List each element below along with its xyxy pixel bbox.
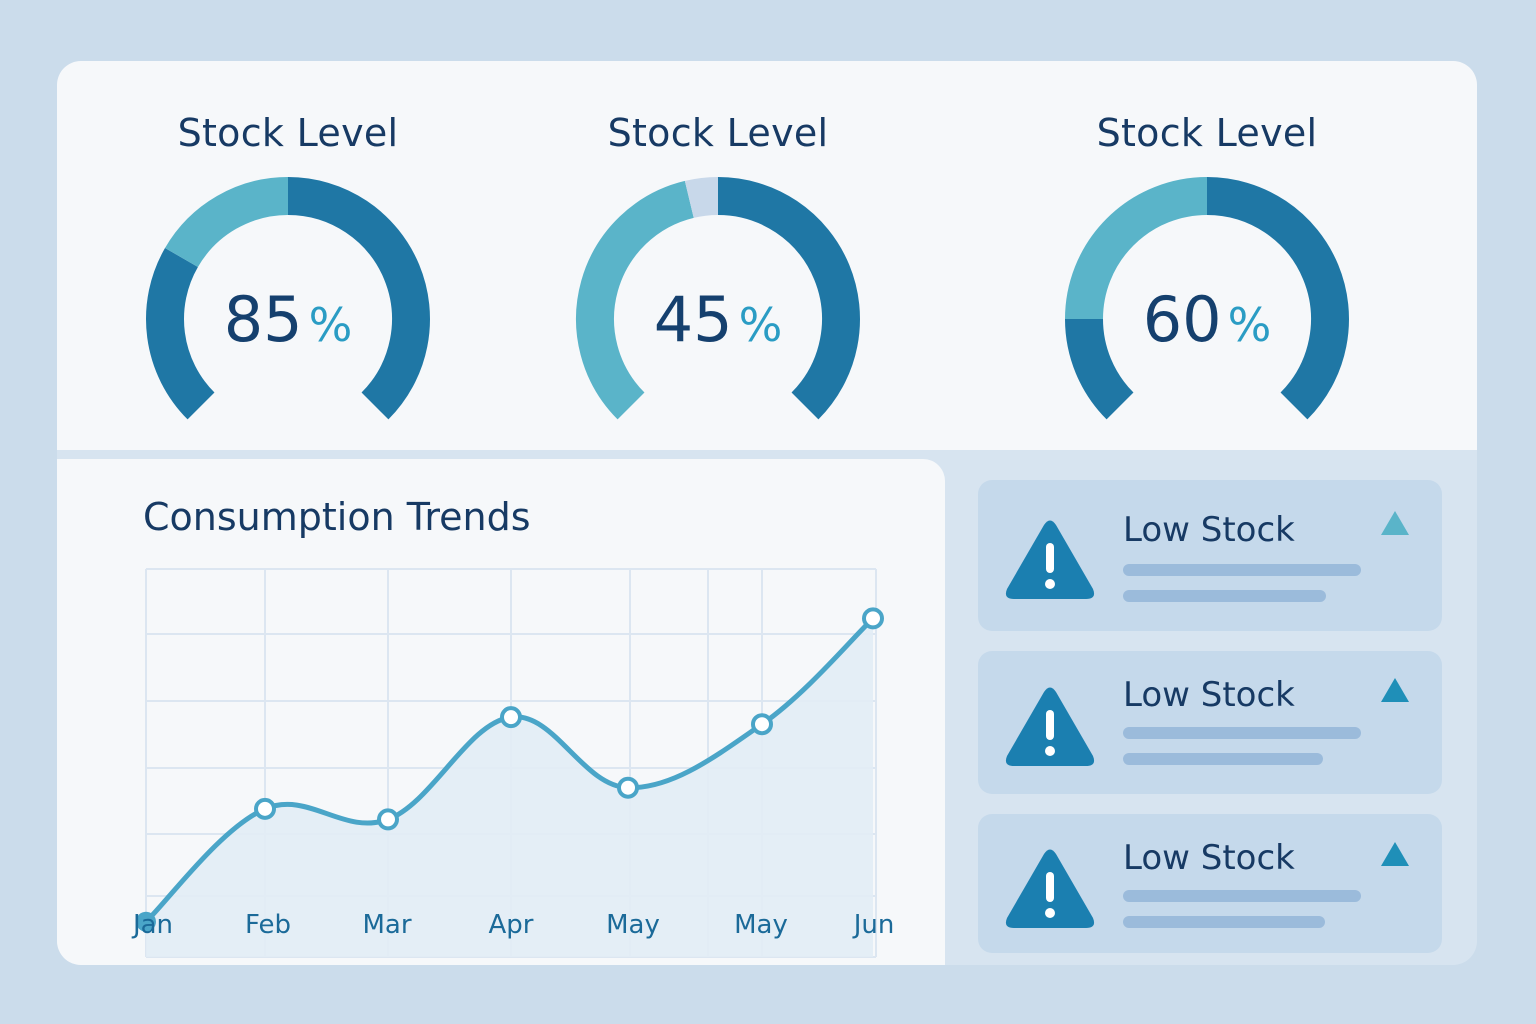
alert-detail-bar — [1123, 916, 1325, 928]
triangle-up-icon — [1381, 511, 1409, 535]
alert-detail-bar — [1123, 727, 1361, 739]
alert-title: Low Stock — [1123, 675, 1295, 715]
alert-title: Low Stock — [1123, 838, 1295, 878]
stock-level-gauge: Stock Level 85% — [118, 61, 458, 450]
gauge-unit: % — [1227, 298, 1272, 352]
gauge-segment-track — [684, 177, 719, 218]
alert-title: Low Stock — [1123, 510, 1295, 550]
dashboard-card: Stock Level 85% Stock Level 45% Stock Le… — [57, 61, 1477, 965]
triangle-up-icon — [1381, 678, 1409, 702]
data-point — [751, 713, 773, 736]
series-area — [146, 618, 873, 957]
stock-level-gauge: Stock Level 60% — [1037, 61, 1377, 450]
gauge-value: 60% — [1037, 283, 1377, 356]
gauge-arc — [576, 177, 860, 420]
gauge-segment-base — [146, 248, 215, 420]
x-tick-label: Mar — [362, 910, 411, 940]
gauge-unit: % — [308, 298, 353, 352]
consumption-line-chart: Jan Feb Mar Apr May May Jun — [131, 568, 895, 958]
gauge-number: 45 — [653, 283, 733, 356]
gauge-title: Stock Level — [607, 111, 829, 155]
low-stock-alert[interactable]: Low Stock — [978, 651, 1442, 794]
gauge-unit: % — [738, 298, 783, 352]
gauge-value: 45% — [548, 283, 888, 356]
alert-detail-bar — [1123, 753, 1323, 765]
data-point — [617, 776, 639, 799]
gauge-segment-fill — [165, 177, 289, 268]
x-tick-label: May — [734, 910, 788, 940]
gauge-segment-right — [287, 177, 430, 420]
data-point — [136, 911, 156, 932]
gauge-title: Stock Level — [1096, 111, 1318, 155]
data-point — [377, 808, 399, 831]
gauge-value: 85% — [118, 283, 458, 356]
gauge-segment-right — [717, 177, 860, 420]
triangle-up-icon — [1381, 842, 1409, 866]
gauge-segment-fill — [576, 180, 695, 420]
x-tick-label: Jan — [131, 910, 173, 940]
warning-icon — [1005, 849, 1095, 928]
alert-detail-bar — [1123, 890, 1361, 902]
gauge-segment-base — [1065, 318, 1134, 420]
stock-gauges-panel: Stock Level 85% Stock Level 45% Stock Le… — [57, 61, 1477, 450]
alert-detail-bar — [1123, 590, 1326, 602]
x-tick-label: Apr — [489, 910, 534, 940]
data-point — [500, 706, 522, 729]
low-stock-alert[interactable]: Low Stock — [978, 814, 1442, 953]
trend-title: Consumption Trends — [143, 495, 531, 539]
x-tick-label: Feb — [245, 910, 291, 940]
gauge-number: 60 — [1142, 283, 1222, 356]
gauge-title: Stock Level — [177, 111, 399, 155]
x-tick-label: Jun — [852, 910, 895, 940]
gauge-segment-fill — [1065, 177, 1208, 320]
stock-level-gauge: Stock Level 45% — [548, 61, 888, 450]
gauge-number: 85 — [223, 283, 303, 356]
data-point — [254, 797, 276, 820]
data-point — [862, 607, 884, 630]
warning-icon — [1005, 520, 1095, 599]
x-tick-label: May — [606, 910, 660, 940]
consumption-trends-panel: Consumption Trends Jan Feb Mar Apr May May Jun — [57, 459, 945, 965]
warning-icon — [1005, 687, 1095, 766]
alert-detail-bar — [1123, 564, 1361, 576]
gauge-arc — [146, 177, 430, 420]
gauge-segment-right — [1206, 177, 1349, 420]
gauge-arc — [1065, 177, 1349, 420]
low-stock-alert[interactable]: Low Stock — [978, 480, 1442, 631]
